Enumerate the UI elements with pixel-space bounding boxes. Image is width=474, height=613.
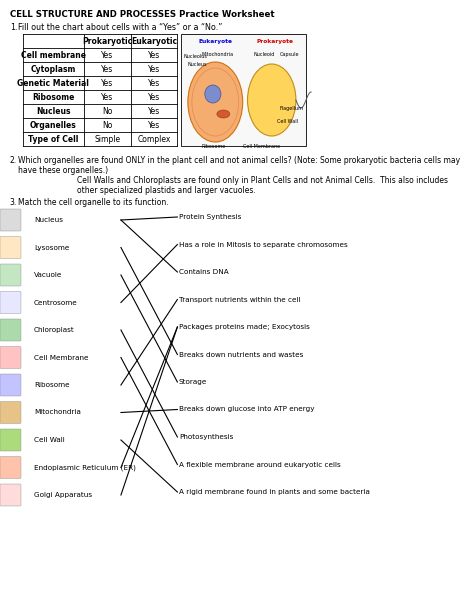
- Text: Which organelles are found ONLY in the plant cell and not animal cells? (Note: S: Which organelles are found ONLY in the p…: [18, 156, 460, 175]
- Text: No: No: [102, 121, 112, 129]
- Text: Cell Wall: Cell Wall: [34, 437, 64, 443]
- Text: Ribosome: Ribosome: [32, 93, 74, 102]
- Text: Contains DNA: Contains DNA: [179, 269, 229, 275]
- Text: Yes: Yes: [101, 50, 113, 59]
- Text: 2.: 2.: [9, 156, 17, 165]
- FancyBboxPatch shape: [0, 264, 21, 286]
- Text: Protein Synthesis: Protein Synthesis: [179, 214, 241, 220]
- Text: Type of Cell: Type of Cell: [28, 134, 78, 143]
- Text: Nucleoid: Nucleoid: [254, 52, 275, 57]
- Text: Mitochondria: Mitochondria: [201, 52, 234, 57]
- Text: Ribosome: Ribosome: [34, 382, 70, 388]
- Text: Yes: Yes: [148, 121, 160, 129]
- Text: CELL STRUCTURE AND PROCESSES Practice Worksheet: CELL STRUCTURE AND PROCESSES Practice Wo…: [9, 10, 274, 19]
- Ellipse shape: [188, 62, 243, 142]
- FancyBboxPatch shape: [0, 429, 21, 451]
- FancyBboxPatch shape: [0, 209, 21, 231]
- Text: Lysosome: Lysosome: [34, 245, 69, 251]
- Text: Yes: Yes: [101, 64, 113, 74]
- Text: Yes: Yes: [148, 64, 160, 74]
- Text: Prokaryotic: Prokaryotic: [82, 37, 132, 45]
- FancyBboxPatch shape: [0, 237, 21, 259]
- Text: Breaks down glucose into ATP energy: Breaks down glucose into ATP energy: [179, 406, 314, 413]
- Text: Ribosome: Ribosome: [201, 144, 226, 149]
- Text: No: No: [102, 107, 112, 115]
- Text: Photosynthesis: Photosynthesis: [179, 434, 233, 440]
- Text: Cell Membrane: Cell Membrane: [34, 354, 88, 360]
- Text: Has a role in Mitosis to separate chromosomes: Has a role in Mitosis to separate chromo…: [179, 242, 348, 248]
- Text: Chloroplast: Chloroplast: [34, 327, 74, 333]
- FancyBboxPatch shape: [0, 484, 21, 506]
- Text: Yes: Yes: [148, 50, 160, 59]
- Text: Yes: Yes: [101, 93, 113, 102]
- Text: Simple: Simple: [94, 134, 120, 143]
- Text: Storage: Storage: [179, 379, 207, 385]
- Text: Yes: Yes: [101, 78, 113, 88]
- Text: Endoplasmic Reticulum (ER): Endoplasmic Reticulum (ER): [34, 464, 136, 471]
- Text: Transport nutrients within the cell: Transport nutrients within the cell: [179, 297, 301, 302]
- Text: Cell membrane: Cell membrane: [21, 50, 86, 59]
- FancyBboxPatch shape: [0, 346, 21, 368]
- Text: Fill out the chart about cells with a “Yes” or a “No.”: Fill out the chart about cells with a “Y…: [18, 23, 222, 32]
- Text: Cell Membrane: Cell Membrane: [244, 144, 281, 149]
- Text: Complex: Complex: [137, 134, 171, 143]
- Ellipse shape: [205, 85, 221, 103]
- FancyBboxPatch shape: [0, 402, 21, 424]
- Text: Nucleus: Nucleus: [36, 107, 71, 115]
- Text: Eukaryotic: Eukaryotic: [131, 37, 177, 45]
- FancyBboxPatch shape: [0, 457, 21, 479]
- Text: Cell Walls and Chloroplasts are found only in Plant Cells and not Animal Cells. : Cell Walls and Chloroplasts are found on…: [77, 176, 447, 196]
- Text: Capsule: Capsule: [280, 52, 299, 57]
- Text: 1.: 1.: [9, 23, 17, 32]
- Text: Cell Wall: Cell Wall: [276, 119, 298, 124]
- Text: Prokaryote: Prokaryote: [256, 39, 293, 44]
- Text: Centrosome: Centrosome: [34, 300, 78, 305]
- Text: Yes: Yes: [148, 93, 160, 102]
- Text: Breaks down nutrients and wastes: Breaks down nutrients and wastes: [179, 351, 303, 357]
- Text: Mitochondria: Mitochondria: [34, 409, 81, 416]
- Text: Eukaryote: Eukaryote: [198, 39, 232, 44]
- Text: Cytoplasm: Cytoplasm: [30, 64, 76, 74]
- FancyBboxPatch shape: [0, 292, 21, 313]
- Text: Genetic Material: Genetic Material: [17, 78, 89, 88]
- Text: Golgi Apparatus: Golgi Apparatus: [34, 492, 92, 498]
- Ellipse shape: [217, 110, 230, 118]
- Text: Match the cell organelle to its function.: Match the cell organelle to its function…: [18, 198, 168, 207]
- FancyBboxPatch shape: [0, 319, 21, 341]
- Ellipse shape: [247, 64, 296, 136]
- Text: A rigid membrane found in plants and some bacteria: A rigid membrane found in plants and som…: [179, 489, 370, 495]
- Bar: [182, 34, 306, 146]
- Text: Organelles: Organelles: [30, 121, 77, 129]
- Text: Nucleus: Nucleus: [34, 217, 63, 223]
- Text: Nucleolus: Nucleolus: [184, 54, 208, 59]
- Text: Packages proteins made; Exocytosis: Packages proteins made; Exocytosis: [179, 324, 310, 330]
- Text: Yes: Yes: [148, 78, 160, 88]
- FancyBboxPatch shape: [0, 374, 21, 396]
- Text: Flagellum: Flagellum: [280, 106, 304, 111]
- Text: 3.: 3.: [9, 198, 17, 207]
- Text: Nucleus: Nucleus: [187, 62, 207, 67]
- Text: Yes: Yes: [148, 107, 160, 115]
- Text: A flexible membrane around eukaryotic cells: A flexible membrane around eukaryotic ce…: [179, 462, 341, 468]
- Text: Vacuole: Vacuole: [34, 272, 62, 278]
